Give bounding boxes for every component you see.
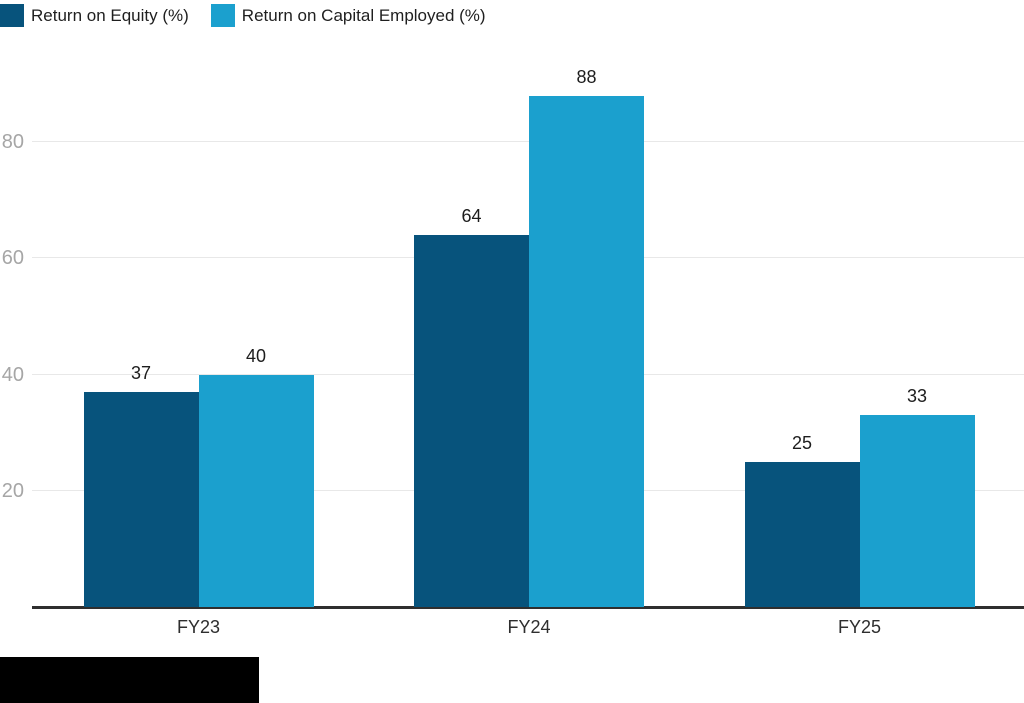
legend-item-roce: Return on Capital Employed (%) <box>210 4 486 27</box>
legend: Return on Equity (%) Return on Capital Em… <box>0 4 486 27</box>
ytick-label-40: 40 <box>1 363 24 386</box>
legend-label-roce: Return on Capital Employed (%) <box>241 5 486 25</box>
bar-roe-fy24 <box>414 235 529 607</box>
ytick-label-80: 80 <box>1 131 24 154</box>
gridline-80 <box>32 141 1024 143</box>
legend-label-roe: Return on Equity (%) <box>31 5 189 25</box>
ytick-label-60: 60 <box>1 247 24 270</box>
bar-roe-fy23 <box>83 391 199 607</box>
xtick-label-fy25: FY25 <box>837 617 882 637</box>
ytick-label-20: 20 <box>1 479 24 502</box>
legend-item-roe: Return on Equity (%) <box>0 4 189 27</box>
value-label-roce-fy25: 33 <box>906 386 928 407</box>
xtick-label-fy24: FY24 <box>507 617 551 637</box>
value-label-roce-fy24: 88 <box>576 66 597 87</box>
x-axis-line <box>32 606 1024 609</box>
legend-swatch-roce <box>210 4 235 27</box>
bar-roce-fy23 <box>198 374 314 607</box>
bar-roce-fy25 <box>859 415 975 607</box>
legend-swatch-roe <box>0 4 24 27</box>
bar-roe-fy25 <box>744 461 860 607</box>
value-label-roe-fy25: 25 <box>791 432 813 453</box>
value-label-roe-fy24: 64 <box>461 206 482 227</box>
bar-roce-fy24 <box>529 95 644 607</box>
plot-area: 20 40 60 80 37 40 FY23 64 88 FY24 25 33 FY25 <box>2 63 1024 636</box>
xtick-label-fy23: FY23 <box>176 617 221 637</box>
value-label-roe-fy23: 37 <box>130 362 152 383</box>
value-label-roce-fy23: 40 <box>245 345 267 366</box>
redacted-block <box>0 657 259 703</box>
